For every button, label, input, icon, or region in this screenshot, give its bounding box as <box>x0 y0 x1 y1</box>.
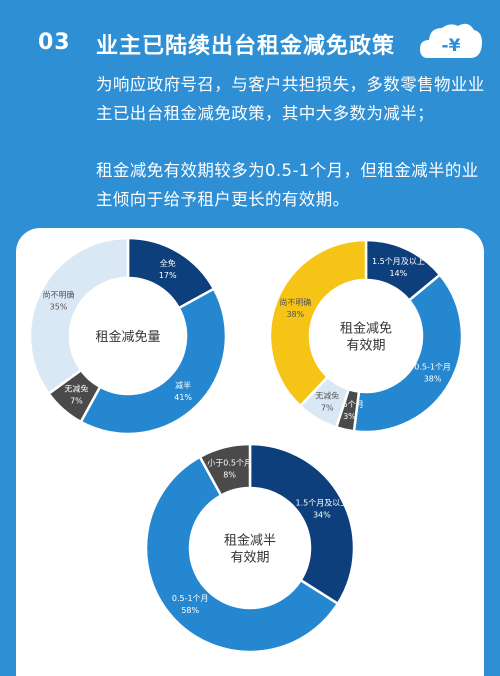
slice-value-2-1: 14% <box>389 269 407 278</box>
slice-label-2-5: 尚不明确 <box>279 297 311 307</box>
slice-value-3-2: 58% <box>181 606 199 615</box>
slice-label-2-3: 0.5个月 <box>335 400 364 409</box>
badge-text: -¥ <box>442 36 461 56</box>
slice-label-3-2: 0.5-1个月 <box>172 594 209 603</box>
section-number: 03 <box>38 30 71 55</box>
slice-label-1-3: 无减免 <box>64 384 88 394</box>
slice-value-2-2: 38% <box>424 375 442 384</box>
slice-value-1-2: 41% <box>174 393 192 402</box>
center-label-3: 有效期 <box>230 551 269 566</box>
slice-3-1 <box>248 442 356 606</box>
slice-label-2-2: 0.5-1个月 <box>414 363 451 372</box>
slice-value-3-1: 34% <box>313 510 331 519</box>
center-label-3: 租金减半 <box>224 533 276 549</box>
slice-label-2-1: 1.5个月及以上 <box>372 257 425 266</box>
slice-1-4 <box>28 236 130 396</box>
slice-value-2-4: 7% <box>321 403 334 412</box>
slice-label-3-1: 1.5个月及以上 <box>295 498 348 507</box>
slice-2-5 <box>268 238 368 408</box>
slice-label-2-4: 无减免 <box>315 390 339 400</box>
slice-value-3-3: 8% <box>223 471 236 480</box>
center-label-2: 租金减免 <box>340 321 392 337</box>
slice-1-2 <box>79 287 228 436</box>
slice-label-3-3: 小于0.5个月 <box>207 459 252 468</box>
slice-2-2 <box>352 273 464 434</box>
slice-value-1-3: 7% <box>70 397 83 406</box>
money-cloud-icon: -¥ <box>420 23 482 58</box>
slice-value-2-3: 3% <box>343 412 356 421</box>
center-label-2: 有效期 <box>346 339 385 354</box>
paragraph-1: 为响应政府号召，与客户共担损失，多数零售物业业主已出台租金减免政策，其中大多数为… <box>96 75 485 123</box>
slice-label-1-4: 尚不明确 <box>43 290 75 300</box>
section-title: 业主已陆续出台租金减免政策 <box>96 34 396 59</box>
paragraph-2: 租金减免有效期较多为0.5-1个月，但租金减半的业主倾向于给予租户更长的有效期。 <box>96 161 479 209</box>
slice-3-2 <box>144 455 340 654</box>
slice-value-2-5: 38% <box>286 310 304 319</box>
center-label-1: 租金减免量 <box>95 329 160 345</box>
donut-chart-1: 全免 17% 减半 41% 无减免 7% 尚不明确 35% 租金减免量 <box>28 236 228 436</box>
slice-3-3 <box>198 442 252 498</box>
donut-chart-2: 1.5个月及以上 14% 0.5-1个月 38% 0.5个月 3% 无减免 7% 尚不明确 38%… <box>268 238 464 434</box>
slice-value-1-4: 35% <box>50 303 68 312</box>
slice-value-1-1: 17% <box>159 271 177 280</box>
header: 03 业主已陆续出台租金减免政策 -¥ 为响应政府号召，与客户共担损失，多数零售… <box>0 0 500 228</box>
slice-label-1-1: 全免 <box>160 258 176 268</box>
slice-label-1-2: 减半 <box>175 380 191 390</box>
